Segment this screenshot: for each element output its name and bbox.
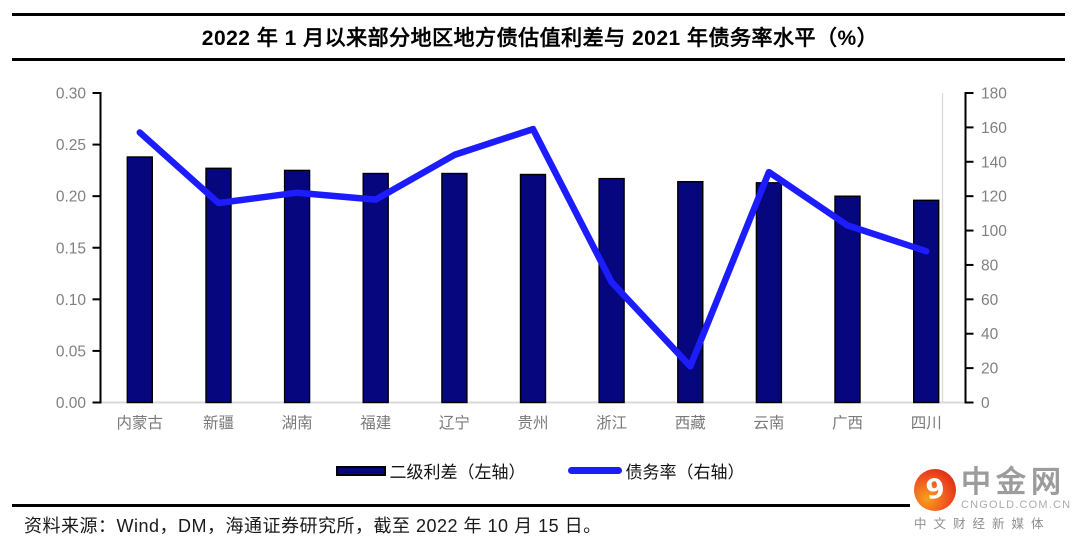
logo-name: 中金网 (961, 466, 1066, 499)
right-axis-label: 40 (981, 326, 999, 343)
line-series-label: 债务率（右轴） (625, 463, 745, 482)
bar-四川 (913, 199, 940, 404)
x-label-贵州: 贵州 (517, 414, 548, 432)
left-axis-label: 0.00 (56, 395, 87, 412)
x-label-四川: 四川 (911, 415, 942, 432)
x-label-内蒙古: 内蒙古 (117, 414, 164, 432)
bottom-divider (12, 504, 1065, 507)
right-axis-label: 100 (981, 223, 1007, 240)
right-axis-label: 120 (981, 189, 1007, 206)
x-label-浙江: 浙江 (596, 414, 627, 432)
x-label-云南: 云南 (753, 414, 784, 432)
cngold-swirl-icon: 9 (914, 468, 956, 511)
right-axis-label: 140 (981, 154, 1007, 171)
bar-湖南 (283, 169, 311, 404)
source-note: 资料来源：Wind，DM，海通证券研究所，截至 2022 年 10 月 15 日… (24, 516, 602, 536)
right-axis-label: 60 (981, 292, 999, 309)
top-divider (12, 13, 1065, 16)
right-axis-label: 160 (981, 120, 1007, 137)
x-label-广西: 广西 (832, 414, 863, 432)
right-axis-label: 180 (981, 86, 1007, 103)
x-label-辽宁: 辽宁 (439, 414, 470, 432)
bar-贵州 (519, 173, 547, 404)
bar-辽宁 (441, 172, 468, 404)
bar-福建 (362, 172, 389, 404)
right-axis-label: 20 (981, 361, 999, 378)
title-bottom-divider (12, 58, 1065, 61)
x-label-湖南: 湖南 (282, 414, 313, 432)
x-label-新疆: 新疆 (203, 414, 234, 432)
legend-item-line: 债务率（右轴） (567, 458, 745, 483)
bar-series-label: 二级利差（左轴） (389, 463, 526, 482)
x-label-福建: 福建 (360, 414, 391, 432)
bar-内蒙古 (126, 156, 154, 404)
legend-item-bar: 二级利差（左轴） (335, 458, 526, 483)
chart-canvas: 0.00 0.05 0.10 0.15 0.20 0.25 0.30 0 20 40 60 80 100… (56, 86, 1007, 433)
x-label-西藏: 西藏 (675, 414, 706, 432)
left-axis-label: 0.25 (56, 137, 86, 154)
logo-domain: CNGOLD.COM.CN (961, 499, 1072, 511)
left-axis-label: 0.05 (56, 343, 86, 360)
logo-text-block: 中金网 CNGOLD.COM.CN (961, 466, 1072, 512)
bar-新疆 (205, 167, 232, 404)
logo-row: 9 中金网 CNGOLD.COM.CN (914, 468, 1070, 511)
bar-series-swatch (335, 465, 386, 476)
left-axis-label: 0.30 (56, 86, 87, 103)
left-axis-label: 0.20 (56, 189, 87, 206)
cngold-logo: 9 中金网 CNGOLD.COM.CN 中文财经新媒体 (910, 466, 1072, 536)
right-axis-label: 0 (981, 395, 990, 412)
chart-title: 2022 年 1 月以来部分地区地方债估值利差与 2021 年债务率水平（%） (201, 27, 879, 50)
left-axis-label: 0.15 (56, 240, 86, 257)
line-series-swatch (567, 467, 622, 474)
logo-tagline: 中文财经新媒体 (914, 517, 1051, 531)
left-axis-label: 0.10 (56, 292, 87, 309)
bar-广西 (834, 195, 861, 404)
debt-ratio-line (136, 125, 930, 370)
right-axis-label: 80 (981, 257, 999, 274)
bar-云南 (755, 182, 783, 404)
swirl-glyph: 9 (923, 472, 947, 507)
chart-legend: 二级利差（左轴） 债务率（右轴） (0, 458, 1080, 483)
